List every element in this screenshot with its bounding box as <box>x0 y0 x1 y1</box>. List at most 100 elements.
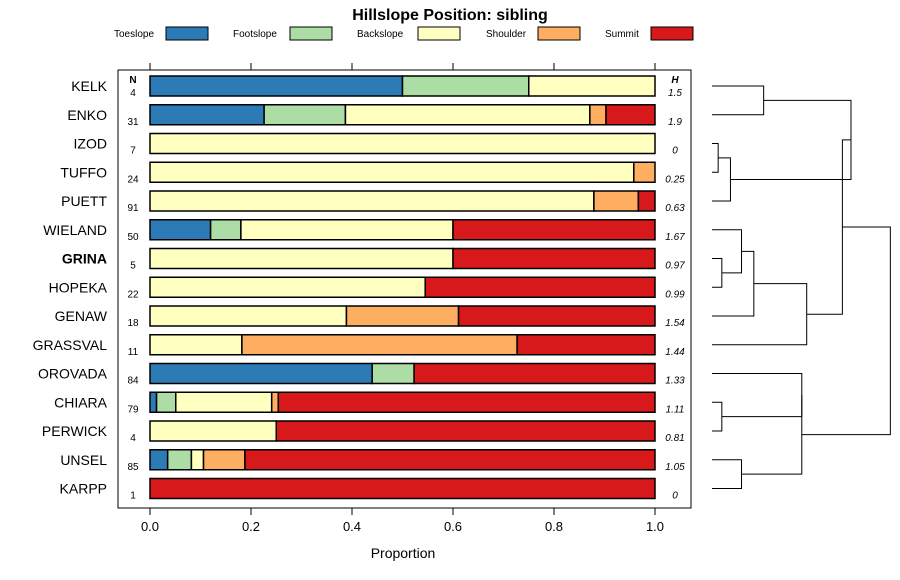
row-karpp: KARPP 1 0 <box>60 477 678 502</box>
n-value-genaw: 18 <box>127 318 139 329</box>
legend-swatch-summit <box>650 26 694 41</box>
h-value-perwick: 0.81 <box>665 433 684 444</box>
row-tuffo: TUFFO 24 0.25 <box>60 161 685 185</box>
row-enko: ENKO 31 1.9 <box>67 104 682 128</box>
bar-tuffo-shoulder <box>633 161 656 183</box>
dendro-merge-8 <box>712 250 755 317</box>
n-value-puett: 91 <box>127 203 139 214</box>
bar-hopeka-backslope <box>149 276 426 298</box>
x-axis: 0.0 0.2 0.4 0.6 0.8 1.0 <box>141 63 664 534</box>
row-label-tuffo: TUFFO <box>60 164 107 180</box>
bar-chiara-shoulder <box>270 391 280 413</box>
panel-frame <box>117 69 692 509</box>
n-value-karpp: 1 <box>130 491 136 502</box>
n-value-grassval: 11 <box>128 347 139 358</box>
row-label-karpp: KARPP <box>60 481 107 497</box>
row-wieland: WIELAND 50 1.67 <box>43 219 685 243</box>
bar-chiara-toeslope <box>149 391 158 413</box>
h-value-tuffo: 0.25 <box>665 174 685 185</box>
row-genaw: GENAW 18 1.54 <box>55 305 685 329</box>
h-value-wieland: 1.67 <box>665 232 685 243</box>
h-value-puett: 0.63 <box>665 203 685 214</box>
bar-chiara-footslope <box>155 391 177 413</box>
h-value-karpp: 0 <box>672 491 678 502</box>
legend-label-backslope: Backslope <box>357 29 404 40</box>
x-axis-title: Proportion <box>371 545 436 561</box>
dendro-merge-4 <box>712 401 723 432</box>
n-value-grina: 5 <box>130 261 136 272</box>
bar-grassval-shoulder <box>241 334 518 356</box>
row-grassval: GRASSVAL 11 1.44 <box>33 334 685 358</box>
bar-chiara-backslope <box>175 391 273 413</box>
bar-genaw-summit <box>457 305 656 327</box>
legend: Toeslope Footslope Backslope Shoulder Summit <box>114 26 694 41</box>
legend-label-shoulder: Shoulder <box>486 29 527 40</box>
row-label-grina: GRINA <box>62 251 107 267</box>
n-value-kelk: 4 <box>130 88 136 99</box>
row-label-izod: IZOD <box>74 136 107 152</box>
legend-label-toeslope: Toeslope <box>114 29 154 40</box>
row-puett: PUETT 91 0.63 <box>61 190 685 214</box>
legend-swatch-toeslope <box>165 26 209 41</box>
h-value-izod: 0 <box>672 146 678 157</box>
bar-enko-toeslope <box>149 104 265 126</box>
h-value-grina: 0.97 <box>665 261 685 272</box>
h-value-genaw: 1.54 <box>665 318 685 329</box>
bar-grina-summit <box>452 247 656 270</box>
legend-label-summit: Summit <box>605 29 639 40</box>
row-label-unsel: UNSEL <box>60 452 107 468</box>
bar-enko-footslope <box>263 104 347 126</box>
bar-grina-backslope <box>149 247 454 270</box>
bar-enko-shoulder <box>589 104 607 126</box>
dendro-merge-7 <box>712 85 765 116</box>
row-label-genaw: GENAW <box>55 308 108 324</box>
bar-kelk-footslope <box>401 75 530 97</box>
row-orovada: OROVADA 84 1.33 <box>38 362 685 387</box>
h-value-unsel: 1.05 <box>665 462 685 473</box>
row-unsel: UNSEL 85 1.05 <box>60 449 685 473</box>
bar-unsel-footslope <box>166 449 193 471</box>
h-value-orovada: 1.33 <box>665 376 685 387</box>
row-label-perwick: PERWICK <box>42 423 108 439</box>
dendro-merge-3 <box>712 459 743 489</box>
legend-swatch-shoulder <box>537 26 581 41</box>
bar-orovada-summit <box>413 362 656 385</box>
bar-unsel-shoulder <box>202 449 246 471</box>
x-tick-label-1: 0.2 <box>242 519 260 534</box>
bar-tuffo-backslope <box>149 161 635 183</box>
dendro-merge-11 <box>730 99 852 180</box>
row-label-chiara: CHIARA <box>54 394 108 410</box>
x-tick-label-4: 0.8 <box>545 519 563 534</box>
n-value-unsel: 85 <box>127 462 139 473</box>
row-chiara: CHIARA 79 1.11 <box>54 391 684 415</box>
h-value-kelk: 1.5 <box>668 88 682 99</box>
bar-hopeka-summit <box>424 276 656 298</box>
n-value-wieland: 50 <box>127 232 139 243</box>
n-value-chiara: 79 <box>127 404 139 415</box>
dendro-merge-10 <box>712 283 808 346</box>
x-tick-label-5: 1.0 <box>646 519 664 534</box>
x-tick-label-3: 0.6 <box>444 519 462 534</box>
bar-orovada-toeslope <box>149 362 373 385</box>
bar-unsel-toeslope <box>149 449 169 471</box>
legend-label-footslope: Footslope <box>233 29 277 40</box>
legend-swatch-backslope <box>417 26 461 41</box>
bar-chiara-summit <box>277 391 656 413</box>
row-kelk: KELK 4 1.5 <box>71 75 682 99</box>
bar-karpp-summit <box>149 477 656 500</box>
row-label-wieland: WIELAND <box>43 222 107 238</box>
bar-grassval-backslope <box>149 334 243 356</box>
row-perwick: PERWICK 4 0.81 <box>42 420 685 444</box>
n-value-izod: 7 <box>130 146 136 157</box>
bar-orovada-footslope <box>371 362 415 385</box>
plot-panel <box>117 69 692 509</box>
bar-genaw-backslope <box>149 305 348 327</box>
bar-genaw-shoulder <box>345 305 460 327</box>
h-column-header: H <box>671 75 679 86</box>
h-value-grassval: 1.44 <box>665 347 685 358</box>
n-value-hopeka: 22 <box>127 289 139 300</box>
bar-grassval-summit <box>516 334 656 356</box>
bar-puett-backslope <box>149 190 595 212</box>
x-tick-label-0: 0.0 <box>141 519 159 534</box>
